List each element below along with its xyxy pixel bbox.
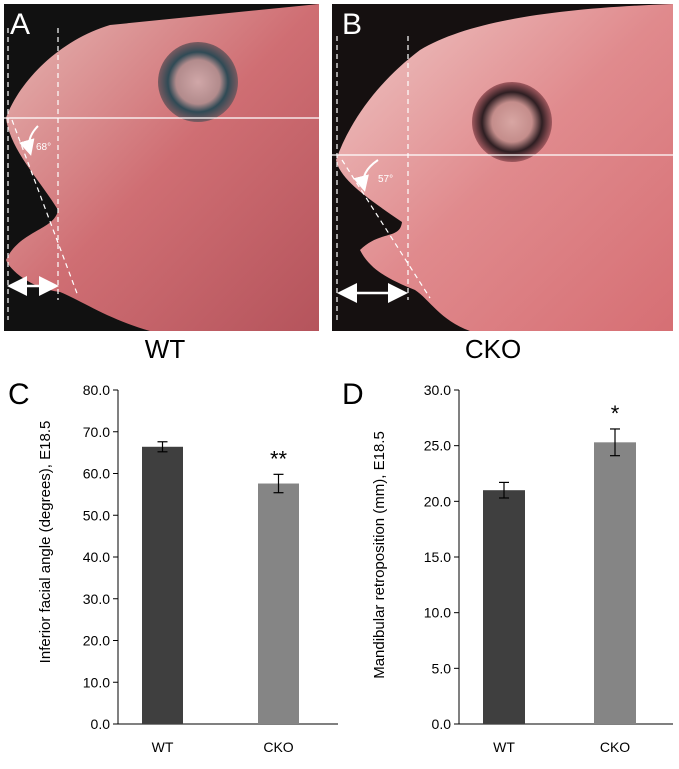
chart-c-y-tick-label: 80.0 bbox=[83, 382, 110, 398]
chart-c-ylabel: Inferior facial angle (degrees), E18.5 bbox=[37, 421, 54, 664]
chart-c-bar-cko bbox=[258, 483, 299, 724]
chart-c-y-tick-label: 50.0 bbox=[83, 507, 110, 523]
chart-d-category-label: WT bbox=[493, 739, 515, 755]
photo-b: 57° B bbox=[332, 4, 673, 331]
photo-b-angle-label: 57° bbox=[378, 174, 393, 185]
chart-c-significance: ** bbox=[270, 446, 288, 471]
chart-c-category-label: CKO bbox=[263, 739, 293, 755]
photo-a: 68° A bbox=[4, 4, 319, 331]
photo-a-angle-label: 68° bbox=[36, 142, 51, 153]
photo-b-head bbox=[336, 4, 673, 331]
chart-d-y-tick-label: 20.0 bbox=[424, 493, 451, 509]
photo-b-caption: CKO bbox=[465, 334, 521, 364]
chart-d-significance: * bbox=[611, 401, 620, 426]
photo-a-head bbox=[6, 4, 319, 331]
chart-c-y-tick-label: 20.0 bbox=[83, 633, 110, 649]
chart-d-y-tick-label: 15.0 bbox=[424, 549, 451, 565]
chart-c-y-tick-label: 30.0 bbox=[83, 591, 110, 607]
chart-d-y-tick-label: 25.0 bbox=[424, 438, 451, 454]
chart-c-y-tick-label: 60.0 bbox=[83, 466, 110, 482]
chart-d-bar-cko bbox=[594, 442, 636, 724]
chart-d-y-tick-label: 5.0 bbox=[432, 660, 452, 676]
chart-d-ylabel: Mandibular retroposition (mm), E18.5 bbox=[371, 431, 388, 679]
photo-a-eye bbox=[158, 42, 238, 122]
chart-d-category-label: CKO bbox=[600, 739, 630, 755]
chart-c: C Inferior facial angle (degrees), E18.5… bbox=[8, 378, 338, 755]
chart-d-panel-letter: D bbox=[342, 378, 364, 411]
chart-c-panel-letter: C bbox=[8, 378, 30, 411]
chart-d-y-tick-label: 10.0 bbox=[424, 605, 451, 621]
photo-a-caption: WT bbox=[145, 334, 186, 364]
photo-a-letter: A bbox=[10, 8, 30, 41]
chart-c-y-tick-label: 10.0 bbox=[83, 674, 110, 690]
chart-c-category-label: WT bbox=[152, 739, 174, 755]
chart-d-bar-wt bbox=[483, 490, 525, 724]
chart-c-y-tick-label: 0.0 bbox=[91, 716, 111, 732]
chart-c-y-tick-label: 40.0 bbox=[83, 549, 110, 565]
photo-a-angle-arc bbox=[19, 125, 39, 156]
chart-d-y-tick-label: 0.0 bbox=[432, 716, 452, 732]
photo-b-angle-arc bbox=[353, 159, 379, 192]
chart-d-y-tick-label: 30.0 bbox=[424, 382, 451, 398]
photo-b-letter: B bbox=[342, 8, 362, 41]
chart-c-bar-wt bbox=[142, 446, 183, 724]
chart-d: D Mandibular retroposition (mm), E18.5 0… bbox=[342, 378, 673, 755]
photo-b-eye bbox=[472, 82, 552, 162]
chart-c-y-tick-label: 70.0 bbox=[83, 424, 110, 440]
